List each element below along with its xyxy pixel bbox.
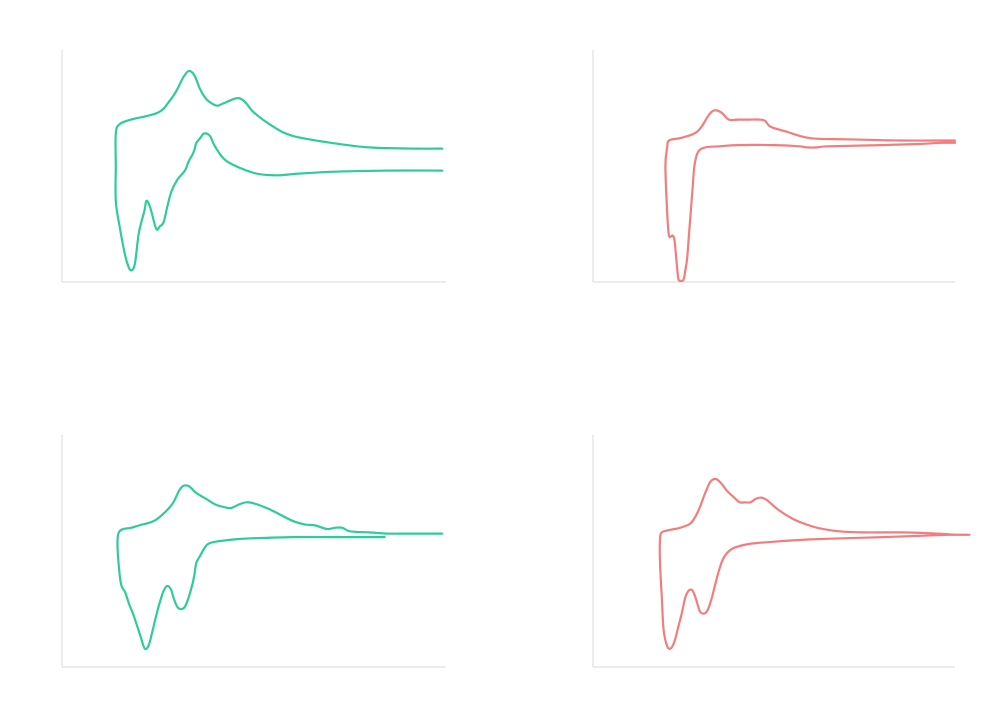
chart-panel-3 — [61, 435, 446, 668]
chart-panel-1 — [61, 50, 446, 283]
series-line-1 — [114, 69, 444, 272]
series-line-1 — [116, 484, 444, 651]
series-line-1 — [664, 109, 957, 283]
series-line-1 — [658, 477, 971, 650]
chart-panel-4 — [592, 435, 971, 668]
chart-panel-2 — [592, 50, 957, 283]
